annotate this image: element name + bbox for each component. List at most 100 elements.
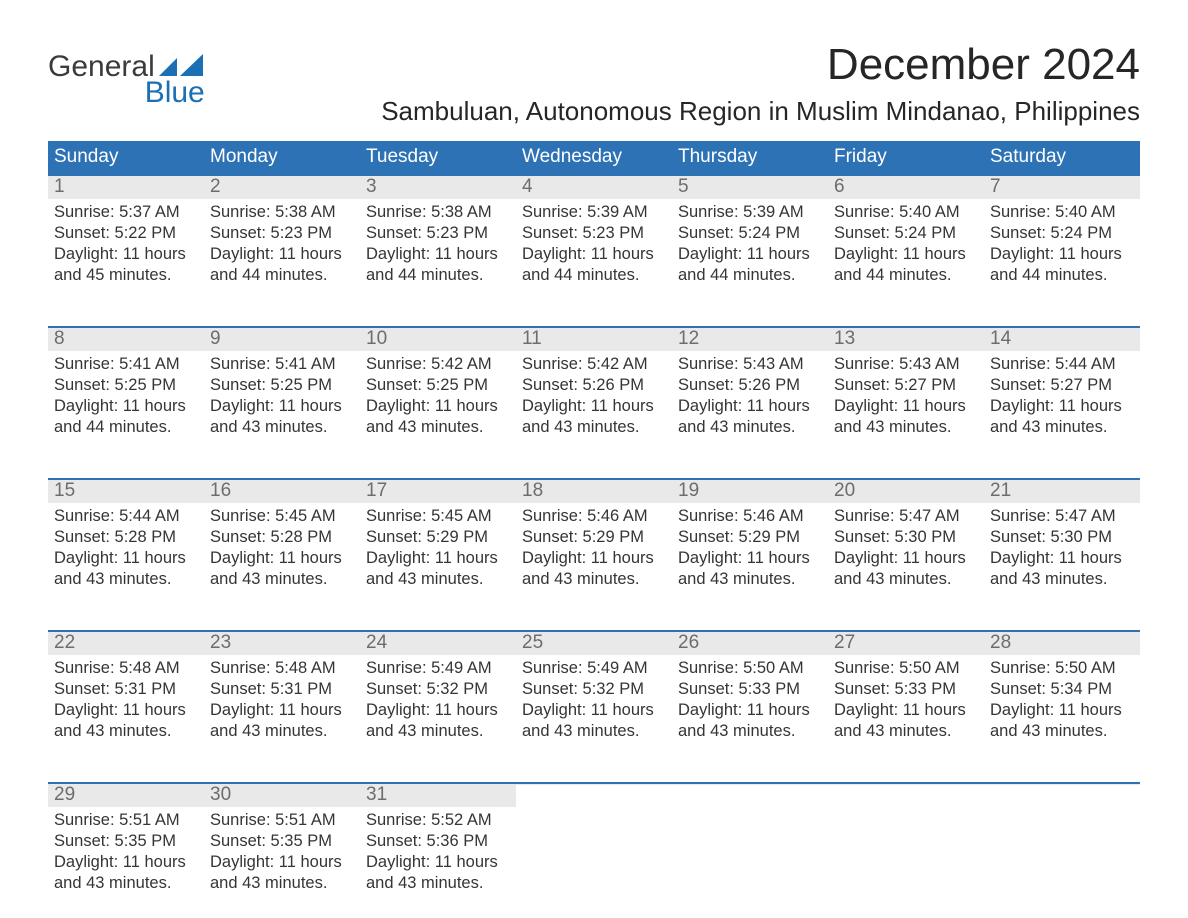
day-cell: 31Sunrise: 5:52 AMSunset: 5:36 PMDayligh… — [360, 784, 516, 904]
day-sunrise: Sunrise: 5:42 AM — [522, 354, 666, 375]
day-sunrise: Sunrise: 5:48 AM — [210, 658, 354, 679]
day-d1: Daylight: 11 hours — [522, 700, 666, 721]
day-body: Sunrise: 5:50 AMSunset: 5:33 PMDaylight:… — [828, 655, 984, 742]
day-d1: Daylight: 11 hours — [834, 244, 978, 265]
day-body: Sunrise: 5:48 AMSunset: 5:31 PMDaylight:… — [48, 655, 204, 742]
day-d2: and 43 minutes. — [210, 721, 354, 742]
day-number: 14 — [984, 328, 1140, 351]
day-sunrise: Sunrise: 5:38 AM — [210, 202, 354, 223]
day-body: Sunrise: 5:48 AMSunset: 5:31 PMDaylight:… — [204, 655, 360, 742]
day-number: 9 — [204, 328, 360, 351]
daynum-row: 25 — [516, 632, 672, 655]
daynum-row: 2 — [204, 176, 360, 199]
day-cell: 16Sunrise: 5:45 AMSunset: 5:28 PMDayligh… — [204, 480, 360, 600]
day-d1: Daylight: 11 hours — [990, 396, 1134, 417]
title-block: December 2024 Sambuluan, Autonomous Regi… — [381, 40, 1140, 127]
daynum-row: 13 — [828, 328, 984, 351]
day-sunrise: Sunrise: 5:52 AM — [366, 810, 510, 831]
day-d2: and 44 minutes. — [678, 265, 822, 286]
day-body: Sunrise: 5:39 AMSunset: 5:24 PMDaylight:… — [672, 199, 828, 286]
day-sunset: Sunset: 5:30 PM — [834, 527, 978, 548]
day-body: Sunrise: 5:41 AMSunset: 5:25 PMDaylight:… — [204, 351, 360, 438]
day-d1: Daylight: 11 hours — [210, 700, 354, 721]
day-d2: and 44 minutes. — [210, 265, 354, 286]
day-d1: Daylight: 11 hours — [210, 548, 354, 569]
daynum-row: 17 — [360, 480, 516, 503]
day-cell: 10Sunrise: 5:42 AMSunset: 5:25 PMDayligh… — [360, 328, 516, 448]
day-body: Sunrise: 5:38 AMSunset: 5:23 PMDaylight:… — [204, 199, 360, 286]
daynum-row: 23 — [204, 632, 360, 655]
month-title: December 2024 — [381, 40, 1140, 90]
day-sunrise: Sunrise: 5:43 AM — [834, 354, 978, 375]
day-number: 1 — [48, 176, 204, 199]
day-cell: 21Sunrise: 5:47 AMSunset: 5:30 PMDayligh… — [984, 480, 1140, 600]
day-number: 10 — [360, 328, 516, 351]
day-sunrise: Sunrise: 5:43 AM — [678, 354, 822, 375]
day-d1: Daylight: 11 hours — [54, 396, 198, 417]
day-number: 19 — [672, 480, 828, 503]
weekday-sunday: Sunday — [48, 141, 204, 174]
day-d1: Daylight: 11 hours — [210, 244, 354, 265]
day-sunset: Sunset: 5:30 PM — [990, 527, 1134, 548]
daynum-row: 11 — [516, 328, 672, 351]
day-cell: 18Sunrise: 5:46 AMSunset: 5:29 PMDayligh… — [516, 480, 672, 600]
day-d2: and 43 minutes. — [834, 569, 978, 590]
week: 29Sunrise: 5:51 AMSunset: 5:35 PMDayligh… — [48, 782, 1140, 904]
day-sunset: Sunset: 5:31 PM — [210, 679, 354, 700]
day-d1: Daylight: 11 hours — [366, 700, 510, 721]
daynum-row: 31 — [360, 784, 516, 807]
day-cell: 5Sunrise: 5:39 AMSunset: 5:24 PMDaylight… — [672, 176, 828, 296]
day-sunrise: Sunrise: 5:49 AM — [522, 658, 666, 679]
daynum-row: 30 — [204, 784, 360, 807]
day-number: 27 — [828, 632, 984, 655]
daynum-row: 28 — [984, 632, 1140, 655]
day-sunrise: Sunrise: 5:47 AM — [834, 506, 978, 527]
day-sunrise: Sunrise: 5:50 AM — [990, 658, 1134, 679]
daynum-row: 8 — [48, 328, 204, 351]
weekday-monday: Monday — [204, 141, 360, 174]
day-body: Sunrise: 5:51 AMSunset: 5:35 PMDaylight:… — [48, 807, 204, 894]
day-sunrise: Sunrise: 5:45 AM — [210, 506, 354, 527]
day-d2: and 43 minutes. — [678, 721, 822, 742]
day-number: 29 — [48, 784, 204, 807]
daynum-row: 26 — [672, 632, 828, 655]
day-sunset: Sunset: 5:33 PM — [678, 679, 822, 700]
day-cell: 27Sunrise: 5:50 AMSunset: 5:33 PMDayligh… — [828, 632, 984, 752]
day-d2: and 43 minutes. — [834, 721, 978, 742]
day-d1: Daylight: 11 hours — [678, 700, 822, 721]
day-d1: Daylight: 11 hours — [834, 700, 978, 721]
day-number: 7 — [984, 176, 1140, 199]
day-d2: and 43 minutes. — [522, 417, 666, 438]
day-number: 21 — [984, 480, 1140, 503]
day-d1: Daylight: 11 hours — [678, 396, 822, 417]
day-cell: 30Sunrise: 5:51 AMSunset: 5:35 PMDayligh… — [204, 784, 360, 904]
weekday-wednesday: Wednesday — [516, 141, 672, 174]
day-cell — [672, 784, 828, 904]
daynum-row: 3 — [360, 176, 516, 199]
day-number: 31 — [360, 784, 516, 807]
day-sunrise: Sunrise: 5:50 AM — [678, 658, 822, 679]
day-number: 17 — [360, 480, 516, 503]
day-number: 5 — [672, 176, 828, 199]
day-sunset: Sunset: 5:33 PM — [834, 679, 978, 700]
day-sunrise: Sunrise: 5:37 AM — [54, 202, 198, 223]
daynum-row: 12 — [672, 328, 828, 351]
weekday-row: Sunday Monday Tuesday Wednesday Thursday… — [48, 141, 1140, 174]
day-d2: and 43 minutes. — [366, 873, 510, 894]
weekday-thursday: Thursday — [672, 141, 828, 174]
daynum-row — [984, 784, 1140, 785]
day-d2: and 43 minutes. — [210, 873, 354, 894]
day-sunset: Sunset: 5:24 PM — [678, 223, 822, 244]
day-number: 15 — [48, 480, 204, 503]
day-body: Sunrise: 5:44 AMSunset: 5:28 PMDaylight:… — [48, 503, 204, 590]
day-number: 25 — [516, 632, 672, 655]
day-cell: 25Sunrise: 5:49 AMSunset: 5:32 PMDayligh… — [516, 632, 672, 752]
page: General Blue December 2024 Sambuluan, Au… — [0, 0, 1188, 918]
day-number: 22 — [48, 632, 204, 655]
day-sunset: Sunset: 5:29 PM — [678, 527, 822, 548]
day-d2: and 43 minutes. — [54, 873, 198, 894]
week: 1Sunrise: 5:37 AMSunset: 5:22 PMDaylight… — [48, 174, 1140, 296]
day-sunset: Sunset: 5:28 PM — [210, 527, 354, 548]
day-d1: Daylight: 11 hours — [210, 852, 354, 873]
day-sunrise: Sunrise: 5:46 AM — [678, 506, 822, 527]
